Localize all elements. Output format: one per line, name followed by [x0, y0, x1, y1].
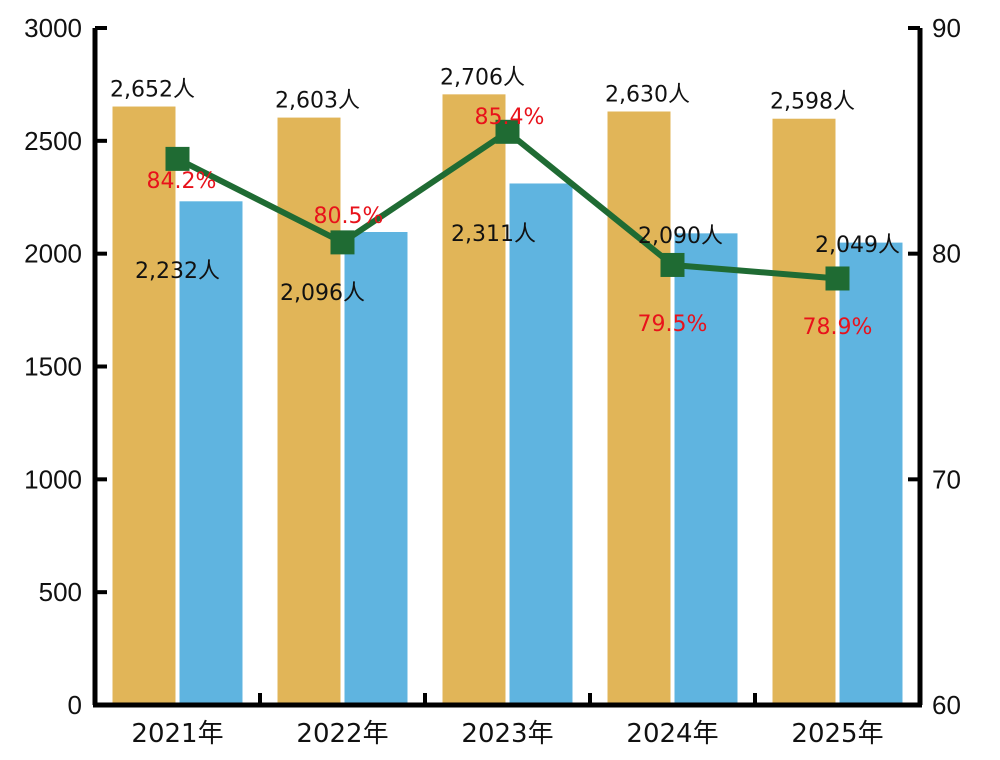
bar-a-value-label: 2,652人 [110, 78, 195, 103]
bar-a-0 [112, 106, 176, 706]
bar-b-value-label: 2,096人 [280, 281, 365, 306]
left-tick-label: 0 [68, 690, 82, 720]
bar-a-value-label: 2,706人 [440, 65, 525, 90]
left-tick-label: 3000 [24, 13, 82, 43]
bar-b-0 [179, 201, 243, 705]
line-value-label: 78.9% [803, 315, 873, 340]
tick-group: 0 500 1000 1500 2000 2500 3000 60 70 80 90 2021年 202… [24, 13, 961, 749]
left-tick-label: 1000 [24, 464, 82, 494]
left-tick-label: 2000 [24, 239, 82, 269]
category-label: 2025年 [791, 719, 883, 749]
right-tick-label: 80 [932, 239, 961, 269]
line-series [176, 128, 838, 282]
category-label: 2023年 [461, 719, 553, 749]
line-marker-0 [165, 146, 190, 171]
line-series-group [165, 119, 850, 291]
right-tick-label: 90 [932, 13, 961, 43]
bar-a-3 [607, 111, 671, 706]
line-value-label: 84.2% [147, 169, 217, 194]
line-marker-1 [330, 230, 355, 255]
line-marker-2 [495, 119, 520, 144]
bar-b-1 [344, 232, 408, 705]
left-tick-label: 2500 [24, 126, 82, 156]
left-tick-label: 1500 [24, 352, 82, 382]
bar-b-4 [839, 242, 903, 705]
category-label: 2021年 [131, 719, 223, 749]
category-label: 2022年 [296, 719, 388, 749]
line-value-label: 85.4% [475, 105, 545, 130]
left-tick-label: 500 [39, 577, 82, 607]
bar-b-3 [674, 233, 738, 705]
line-marker-4 [825, 266, 850, 291]
line-value-label: 79.5% [638, 312, 708, 337]
bar-group [112, 94, 903, 706]
right-tick-label: 70 [932, 464, 961, 494]
category-label: 2024年 [626, 719, 718, 749]
bar-b-value-label: 2,090人 [638, 224, 723, 249]
bar-b-value-label: 2,311人 [451, 222, 536, 247]
line-value-label: 80.5% [314, 204, 384, 229]
bar-a-value-label: 2,598人 [770, 90, 855, 115]
line-marker-3 [660, 252, 685, 277]
bar-b-2 [509, 183, 573, 706]
right-tick-label: 60 [932, 690, 961, 720]
bar-a-2 [442, 94, 506, 705]
data-label-group: 2,652人 2,603人 2,706人 2,630人 2,598人 2,232人 2,09… [110, 65, 900, 340]
bar-a-4 [772, 118, 836, 705]
bar-a-value-label: 2,603人 [275, 89, 360, 114]
bar-b-value-label: 2,049人 [815, 233, 900, 258]
bar-a-value-label: 2,630人 [605, 82, 690, 107]
bar-b-value-label: 2,232人 [135, 259, 220, 284]
